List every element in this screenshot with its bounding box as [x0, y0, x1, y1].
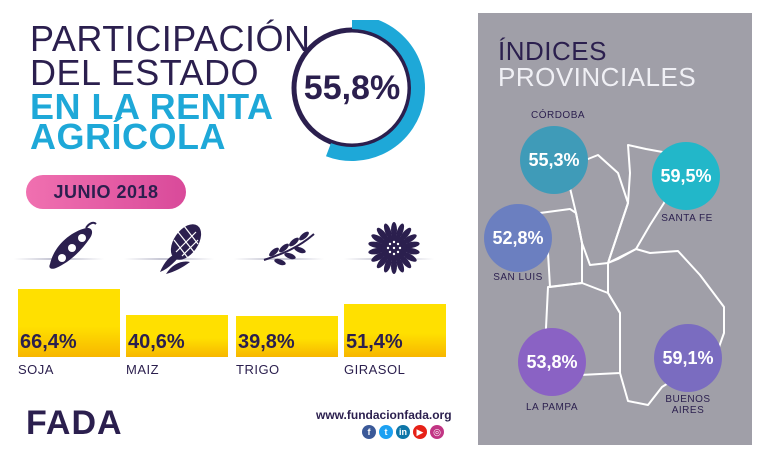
sunflower-petal: [391, 258, 397, 274]
panel-title-line-2: PROVINCIALES: [498, 62, 697, 92]
ring-progress-arc: [325, 15, 425, 161]
province-badge-san-luis: 52,8%: [484, 204, 552, 272]
sunflower-petal: [396, 223, 405, 239]
fada-logo: FADA: [26, 405, 123, 439]
bar-label-maiz: MAIZ: [126, 362, 160, 377]
province-label-la-pampa: LA PAMPA: [526, 402, 578, 413]
bar-value-maiz: 40,6%: [128, 331, 185, 353]
province-badge-buenos-aires: 59,1%: [654, 324, 722, 392]
wheat-icon: [263, 231, 315, 266]
sunflower-petal: [371, 252, 386, 262]
facebook-icon[interactable]: f: [362, 425, 376, 439]
bar-value-trigo: 39,8%: [238, 331, 295, 353]
sunflower-petal: [402, 252, 417, 262]
province-badge-santa-fe: 59,5%: [652, 142, 720, 210]
main-percentage-value: 55,8%: [303, 68, 401, 107]
sunflower-petal: [402, 234, 417, 244]
main-percentage-ring: 55,8%: [284, 15, 444, 180]
province-label-san-luis: SAN LUIS: [493, 272, 543, 283]
bar-value-girasol: 51,4%: [346, 331, 403, 353]
title-line-2: DEL ESTADO: [30, 52, 260, 93]
bar-label-trigo: TRIGO: [236, 362, 280, 377]
title-line-3: EN LA RENTA: [30, 86, 274, 127]
sunflower-petal: [383, 223, 392, 239]
province-label-santa-fe: SANTA FE: [661, 213, 713, 224]
sunflower-petal: [383, 257, 392, 273]
province-label-buenos-aires-line1: BUENOS: [665, 394, 711, 405]
sunflower-petal: [368, 247, 385, 255]
sunflower-petal: [399, 255, 412, 269]
province-label-buenos-aires-line2: AIRES: [671, 405, 705, 416]
bar-value-soja: 66,4%: [20, 331, 77, 353]
bar-label-soja: SOJA: [18, 362, 54, 377]
sunflower-petal: [376, 255, 389, 269]
province-label-cordoba: CÓRDOBA: [530, 110, 586, 121]
province-label-buenos-aires: BUENOS AIRES: [648, 394, 728, 416]
panel-title-line-1: ÍNDICES: [498, 36, 607, 66]
bar-label-girasol: GIRASOL: [344, 362, 406, 377]
sunflower-petal: [376, 227, 389, 241]
linkedin-icon[interactable]: in: [396, 425, 410, 439]
youtube-icon[interactable]: ▶: [413, 425, 427, 439]
corn-icon: [160, 224, 202, 274]
instagram-icon[interactable]: ◎: [430, 425, 444, 439]
website-link[interactable]: www.fundacionfada.org: [316, 408, 452, 422]
title-line-1: PARTICIPACIÓN: [30, 18, 311, 59]
sunflower-petal: [403, 247, 420, 255]
twitter-icon[interactable]: t: [379, 425, 393, 439]
sunflower-icon: [368, 222, 420, 274]
bar-soja: [18, 289, 120, 357]
bar-maiz: [126, 315, 228, 357]
ring-inner-circle: [291, 27, 413, 149]
sunflower-petal: [368, 241, 385, 249]
svg-text:FADA: FADA: [26, 405, 123, 439]
date-badge: JUNIO 2018: [26, 175, 186, 209]
bar-girasol: [344, 304, 446, 357]
sunflower-petal: [371, 234, 386, 244]
sunflower-petal: [396, 257, 405, 273]
province-badge-cordoba: 55,3%: [520, 126, 588, 194]
ring-graphic: [291, 15, 425, 161]
province-badge-la-pampa: 53,8%: [518, 328, 586, 396]
soy-pod-icon: [49, 221, 97, 269]
sunflower-petal: [399, 227, 412, 241]
icon-divider: [234, 258, 324, 260]
title-line-4: AGRÍCOLA: [30, 116, 226, 157]
bar-trigo: [236, 316, 338, 357]
sunflower-petal: [403, 241, 420, 249]
sunflower-petal: [391, 222, 397, 238]
